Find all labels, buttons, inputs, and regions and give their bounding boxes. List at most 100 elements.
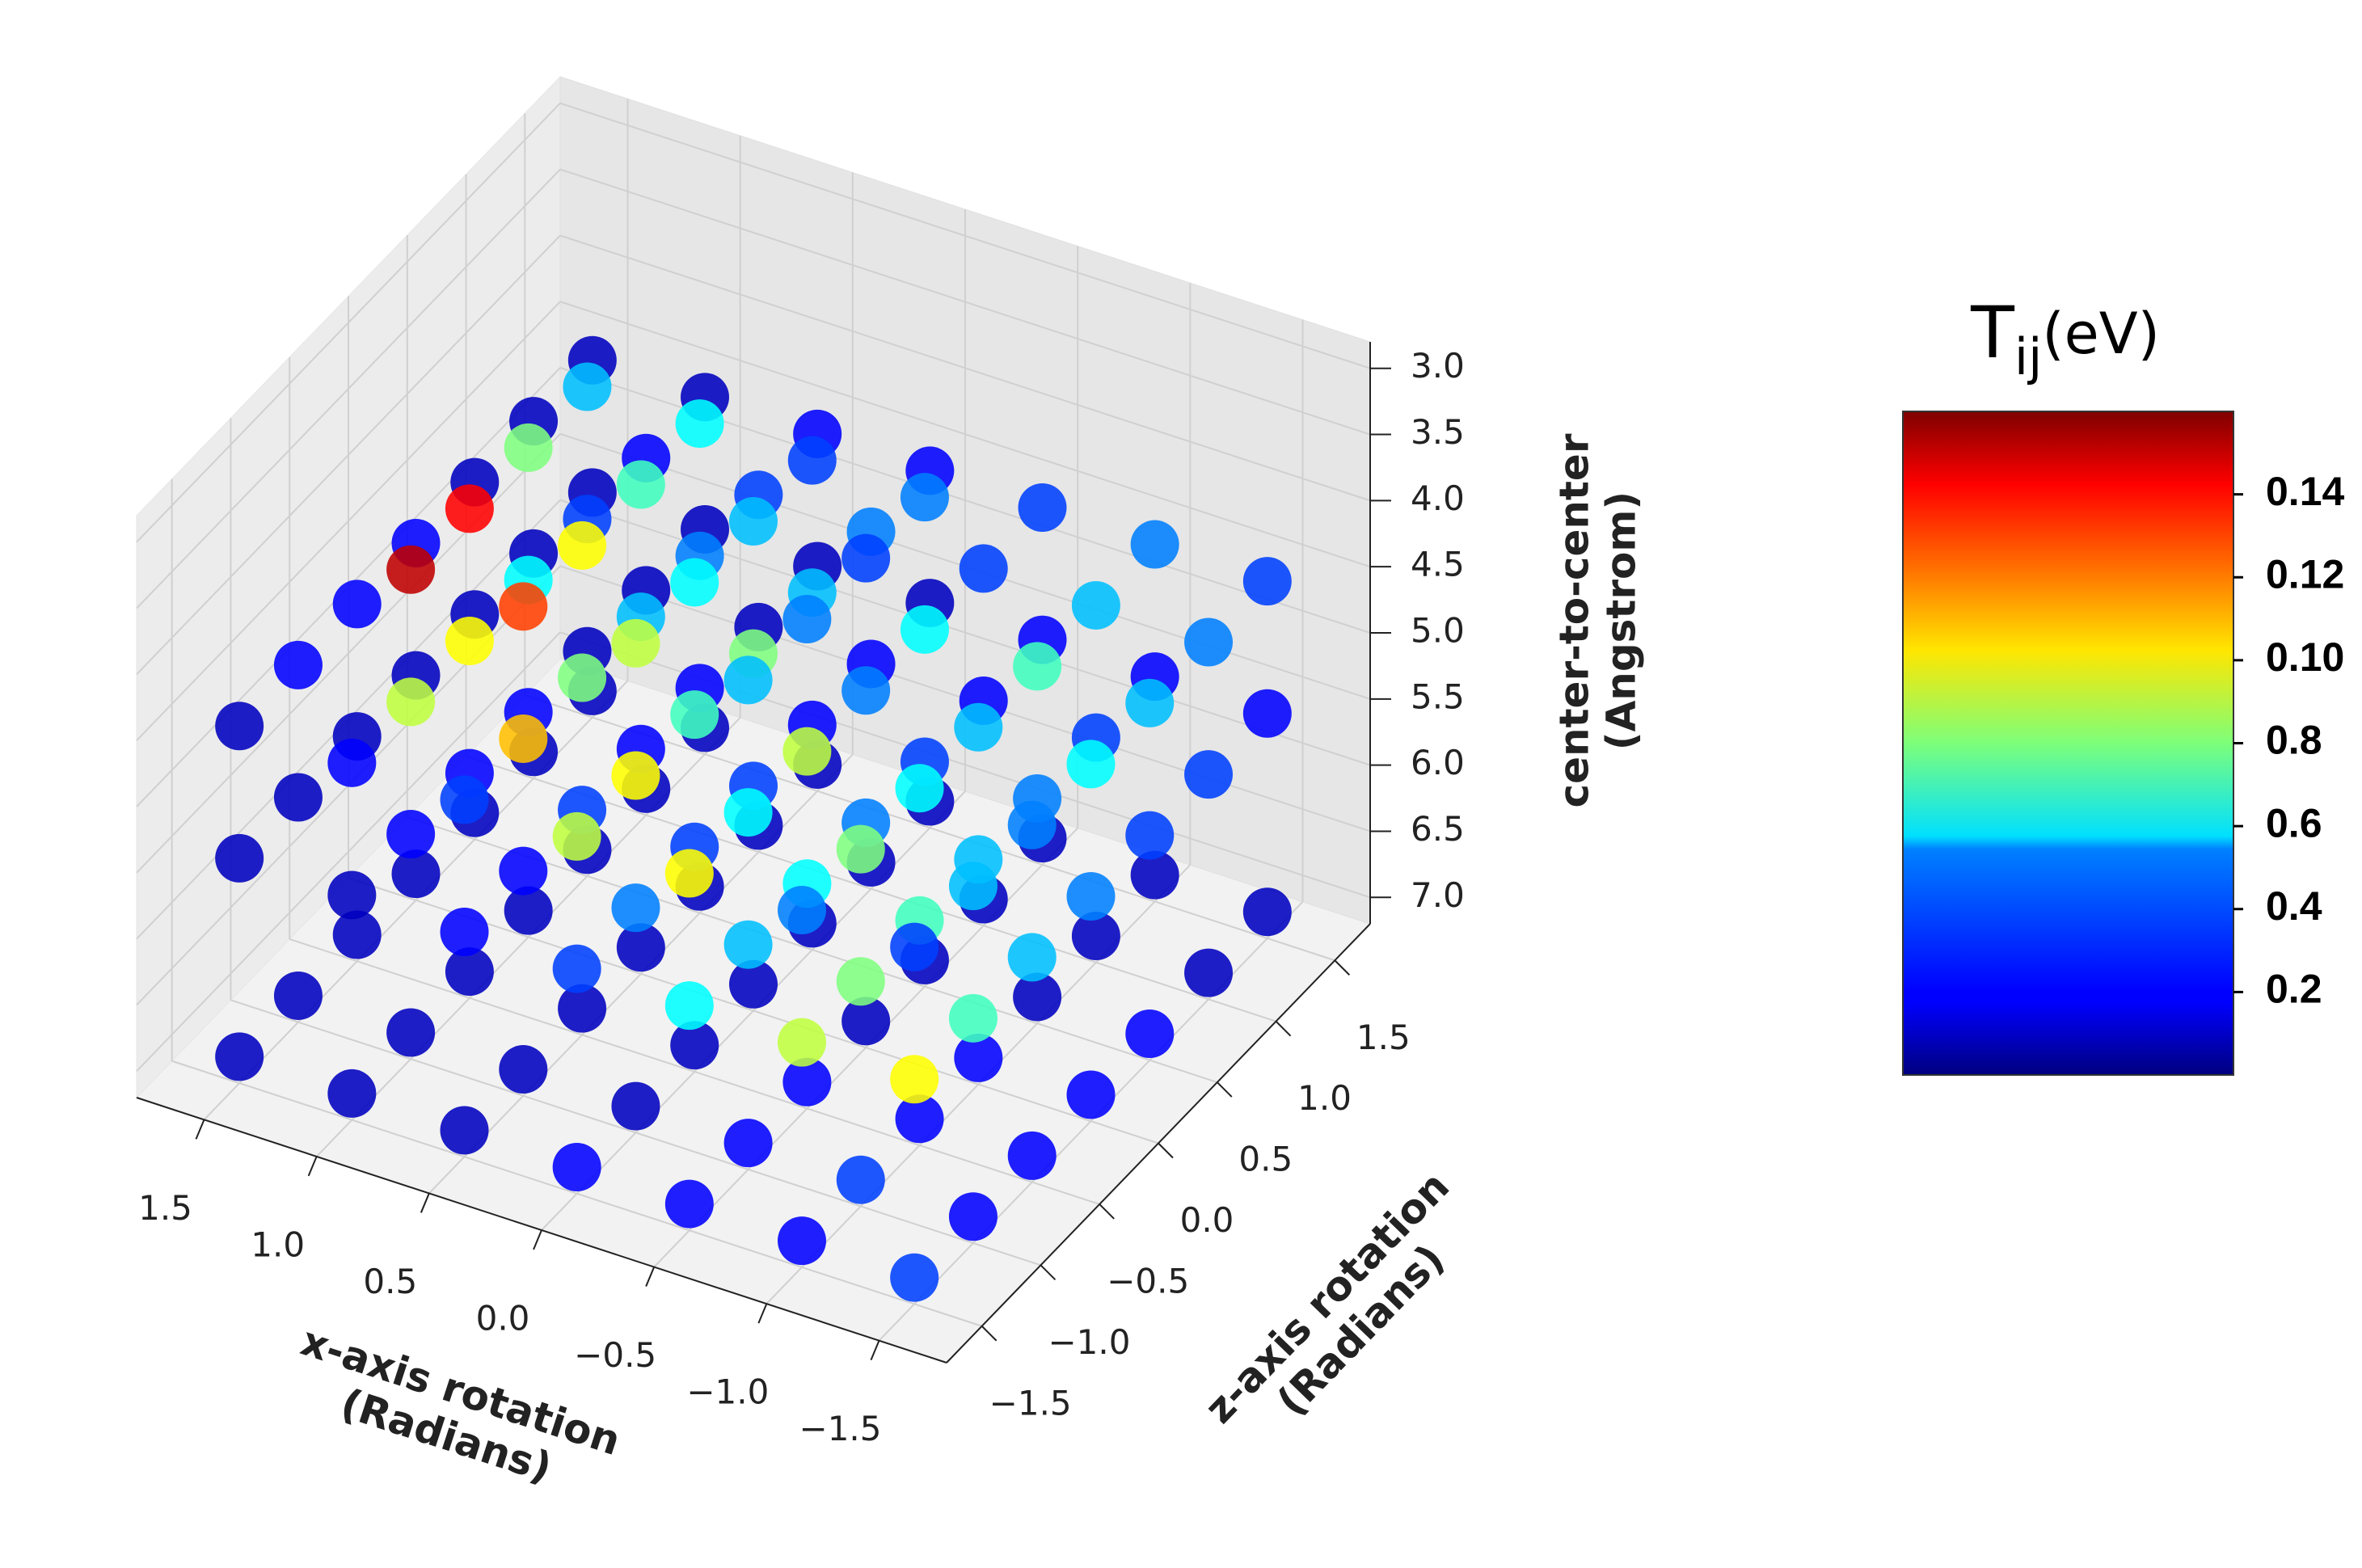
data-point <box>616 460 665 509</box>
data-point <box>1018 483 1067 532</box>
data-point <box>1013 972 1062 1022</box>
data-point <box>1130 520 1179 569</box>
data-point <box>670 558 719 607</box>
y-tick-label: −1.5 <box>989 1383 1072 1423</box>
y-tick-label: 0.5 <box>1238 1140 1293 1179</box>
tick-mark <box>1099 1203 1115 1220</box>
data-point <box>440 775 489 824</box>
data-point <box>1066 871 1116 921</box>
data-point <box>948 1192 998 1241</box>
data-point <box>900 473 949 522</box>
tick-mark <box>533 1229 542 1250</box>
data-point <box>327 738 377 787</box>
data-point <box>782 595 832 644</box>
data-point <box>611 618 660 668</box>
z-axis-label: center-to-center (Angstrom) <box>1551 433 1645 807</box>
y-axis-label: z-axis rotation(Radians) <box>1196 1163 1458 1433</box>
data-point <box>440 908 489 957</box>
tick-mark <box>1334 959 1351 976</box>
tick-mark <box>1158 1142 1174 1159</box>
data-point <box>1125 1010 1175 1059</box>
data-point <box>1125 811 1175 860</box>
z-tick-label: 6.0 <box>1411 743 1465 782</box>
data-point <box>440 1106 489 1155</box>
x-tick-label: −1.5 <box>799 1409 882 1448</box>
tick-mark <box>645 1267 656 1287</box>
data-point <box>552 811 601 861</box>
tick-mark <box>1275 1020 1292 1037</box>
data-point <box>386 677 436 727</box>
z-tick-label: 5.0 <box>1411 611 1465 651</box>
data-point <box>386 1008 436 1057</box>
data-point <box>504 886 553 935</box>
grid-line <box>136 168 561 609</box>
colorbar-tick-label: 0.14 <box>2266 469 2345 514</box>
data-point <box>215 1032 264 1081</box>
data-point <box>332 580 382 629</box>
data-point <box>778 1216 826 1266</box>
data-point <box>332 910 382 959</box>
data-point <box>841 997 891 1046</box>
colorbar-tick-label: 0.6 <box>2266 800 2322 845</box>
data-point <box>1242 689 1292 738</box>
data-point <box>890 1253 939 1302</box>
axis-line <box>136 1097 947 1364</box>
grid-line <box>136 301 561 741</box>
grid-line <box>559 301 1371 568</box>
tick-mark <box>1040 1264 1057 1281</box>
grid-line <box>559 102 1371 369</box>
data-point <box>1007 1131 1057 1180</box>
data-point <box>1242 557 1292 606</box>
data-point <box>959 544 1008 593</box>
data-point <box>445 947 494 997</box>
data-point <box>782 1057 832 1106</box>
z-tick-label: 4.0 <box>1411 478 1465 518</box>
data-point <box>563 362 612 411</box>
data-point <box>948 993 998 1043</box>
data-point <box>499 582 548 631</box>
z-tick-label: 4.5 <box>1411 545 1465 584</box>
x-tick-label: 0.5 <box>363 1262 417 1301</box>
data-point <box>954 1033 1003 1082</box>
z-tick-label: 3.5 <box>1411 412 1465 452</box>
data-point <box>273 640 323 689</box>
tick-mark <box>1217 1081 1233 1098</box>
colorbar-tick-label: 0.4 <box>2266 883 2322 929</box>
data-point <box>215 702 264 751</box>
data-point <box>1125 678 1175 727</box>
z-tick-label: 3.0 <box>1411 346 1465 386</box>
data-point <box>1066 740 1116 789</box>
colorbar-tick-label: 0.10 <box>2266 634 2344 680</box>
data-point <box>1013 642 1062 691</box>
colorbar-gradient <box>1902 411 2234 1076</box>
grid-line <box>136 631 561 1072</box>
data-point <box>504 423 553 472</box>
data-point <box>664 849 714 898</box>
tick-mark <box>757 1303 768 1324</box>
data-point <box>664 1179 714 1229</box>
data-point <box>787 436 837 485</box>
tick-mark <box>307 1156 318 1177</box>
z-tick-label: 6.5 <box>1411 809 1465 849</box>
y-tick-label: −0.5 <box>1107 1261 1189 1300</box>
data-point <box>1066 1070 1116 1119</box>
y-tick-label: 0.0 <box>1180 1200 1234 1240</box>
x-tick-label: 0.0 <box>476 1299 530 1338</box>
data-point <box>723 788 773 837</box>
y-tick-label: 1.5 <box>1356 1018 1411 1057</box>
data-point <box>836 824 885 874</box>
z-axis-label-line: center-to-center <box>1551 433 1598 807</box>
data-point <box>273 971 323 1020</box>
data-point <box>723 1119 773 1168</box>
colorbar-tick-label: 0.8 <box>2266 718 2322 763</box>
colorbar-subscript: ij <box>2014 327 2042 386</box>
data-point <box>1184 750 1234 799</box>
data-point <box>611 751 660 800</box>
data-point <box>1184 948 1234 997</box>
data-point <box>723 655 773 705</box>
data-point <box>1007 800 1057 849</box>
tick-mark <box>420 1193 430 1213</box>
colorbar-unit: (eV) <box>2042 301 2160 367</box>
data-point <box>445 616 494 665</box>
data-point <box>558 521 607 570</box>
